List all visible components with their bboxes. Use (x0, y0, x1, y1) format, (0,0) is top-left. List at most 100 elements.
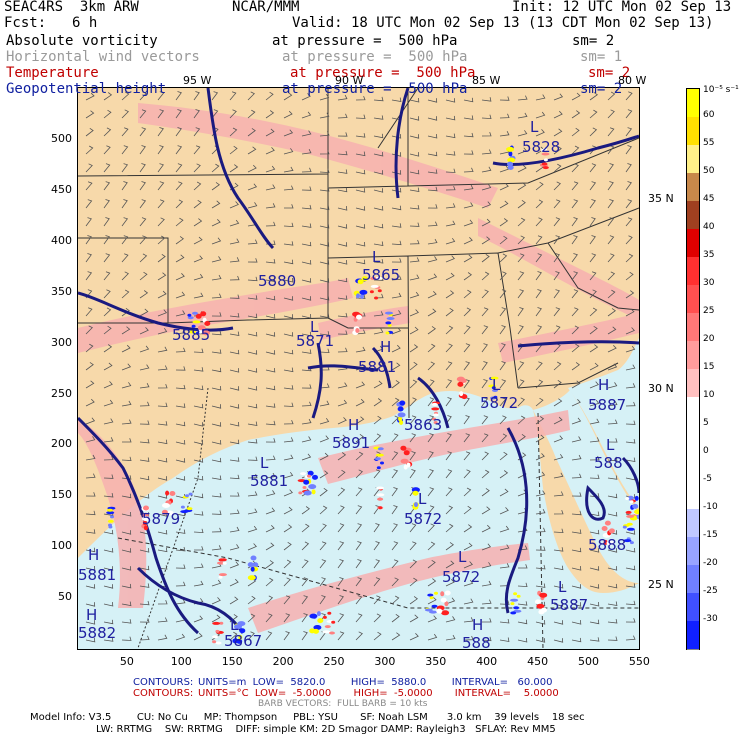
vorticity-cell (238, 634, 243, 640)
wind-barb (229, 578, 239, 587)
vorticity-cell (432, 413, 439, 417)
wind-barb (319, 260, 330, 265)
wind-barb (139, 600, 150, 606)
wind-barb (607, 127, 615, 137)
wind-barb (571, 181, 579, 191)
vorticity-cell (307, 474, 311, 478)
colorbar-label: 40 (703, 222, 715, 232)
wind-barb (211, 404, 222, 409)
wind-barb (283, 577, 291, 587)
wind-barb (175, 511, 186, 517)
wind-barb (373, 311, 384, 317)
wind-barb (175, 273, 185, 281)
wind-barb (301, 401, 312, 407)
wind-barb (139, 271, 148, 281)
wind-barb (553, 128, 563, 137)
wind-barb (463, 307, 472, 317)
wind-barb (463, 237, 473, 245)
wind-barb (265, 259, 276, 264)
wind-barb (535, 490, 546, 497)
wind-barb (481, 469, 490, 479)
colorbar-label: -10 (703, 502, 718, 512)
vorticity-cell (385, 321, 392, 325)
wind-barb (194, 546, 204, 551)
wind-barb (607, 619, 618, 624)
wind-barb (427, 256, 438, 263)
wind-barb (463, 524, 473, 533)
wind-barb (319, 112, 330, 119)
vorticity-cell (403, 464, 408, 470)
vorticity-cell (107, 508, 113, 512)
field-level-height: at pressure = 500 hPa (282, 81, 468, 97)
wind-barb (625, 383, 636, 389)
wind-barb (337, 295, 348, 300)
vorticity-cell (370, 276, 377, 280)
wind-barb (391, 97, 402, 102)
wind-barb (607, 326, 617, 335)
vorticity-cell (143, 525, 148, 531)
wind-barb (85, 584, 96, 589)
wind-barb (157, 547, 168, 553)
wind-barb (229, 421, 240, 427)
wind-barb (157, 217, 165, 227)
vorticity-cell (312, 474, 318, 480)
y-tick-label: 50 (58, 590, 72, 604)
wind-barb (139, 127, 147, 137)
vorticity-cell (369, 290, 374, 294)
height-value-label: 5887 (550, 596, 589, 614)
wind-barb (283, 129, 294, 137)
wind-barb (571, 289, 579, 299)
height-value-label: 5882 (78, 624, 117, 642)
wind-barb (571, 163, 579, 173)
wind-barb (337, 399, 348, 407)
wind-barb (157, 346, 168, 353)
vorticity-cell (510, 598, 519, 602)
wind-barb (193, 236, 203, 245)
wind-barb (175, 310, 186, 317)
wind-barb (553, 379, 562, 389)
wind-barb (607, 601, 618, 606)
wind-barb (211, 475, 222, 480)
wind-barb (571, 417, 582, 425)
vorticity-cell (356, 293, 360, 299)
wind-barb (391, 433, 399, 443)
y-tick-label: 500 (51, 132, 72, 145)
vorticity-cell (603, 539, 608, 545)
wind-barb (121, 601, 132, 607)
wind-barb (355, 416, 365, 425)
wind-barb (211, 510, 222, 515)
wind-barb (175, 421, 186, 427)
high-marker: H (598, 376, 610, 394)
wind-barb (247, 276, 258, 282)
wind-barb (409, 523, 417, 533)
wind-barb (571, 325, 580, 335)
wind-barb (121, 109, 129, 119)
wind-barb (193, 145, 201, 155)
vorticity-cell (215, 641, 222, 645)
high-marker: H (86, 606, 98, 624)
wind-barb (445, 433, 452, 443)
wind-barb (211, 527, 222, 533)
wind-barb (589, 474, 600, 479)
vorticity-cell (195, 313, 202, 319)
wind-barb (319, 435, 330, 443)
wind-barb (409, 433, 417, 443)
wind-barb (571, 529, 582, 534)
vorticity-cell (431, 407, 440, 411)
vorticity-cell (491, 386, 496, 390)
wind-barb (139, 548, 150, 553)
wind-barb (139, 199, 147, 209)
vorticity-cell (311, 489, 316, 495)
wind-barb (229, 368, 240, 373)
wind-barb (193, 348, 204, 353)
vorticity-cell (298, 491, 303, 495)
wind-barb (265, 438, 276, 443)
height-value-label: 5881 (250, 472, 289, 490)
wind-barb (571, 399, 581, 407)
wind-barb (175, 145, 183, 155)
wind-barb (607, 235, 615, 245)
wind-barb (247, 258, 258, 263)
vorticity-cell (625, 510, 632, 514)
colorbar-segment (687, 285, 699, 314)
colorbar-segment (687, 229, 699, 258)
